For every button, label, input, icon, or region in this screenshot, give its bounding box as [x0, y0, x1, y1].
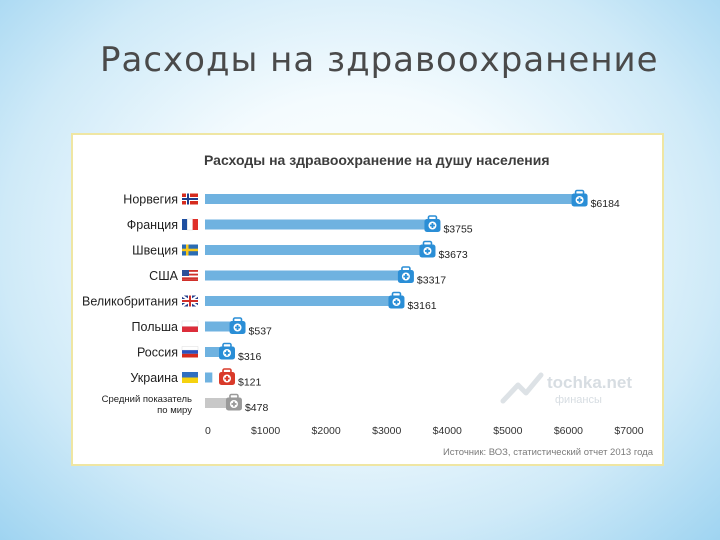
flag-russia-icon	[181, 346, 199, 358]
x-tick-label: 0	[205, 425, 211, 437]
value-label: $316	[238, 351, 262, 363]
bar-row: Великобритания $3161	[82, 291, 437, 312]
category-label: Польша	[132, 320, 178, 334]
x-tick-label: $5000	[493, 425, 522, 437]
value-label: $3673	[438, 249, 467, 261]
medical-kit-icon	[219, 342, 235, 360]
value-label: $3161	[407, 300, 436, 312]
x-tick-label: $2000	[312, 425, 341, 437]
bar	[205, 321, 238, 332]
chart-card: Расходы на здравоохранение на душу насел…	[71, 133, 664, 466]
x-tick-label: $3000	[372, 425, 401, 437]
bar	[205, 347, 225, 357]
value-label: $3317	[417, 275, 446, 287]
flag-sweden-icon	[182, 244, 198, 256]
value-label: $6184	[591, 198, 620, 210]
value-label: $478	[245, 402, 269, 414]
category-label: Швеция	[132, 244, 178, 258]
category-label: США	[149, 269, 178, 283]
flag-usa-icon	[182, 270, 198, 281]
category-label: по миру	[157, 405, 192, 416]
value-label: $3755	[443, 224, 472, 236]
bar-row: Франция $3755	[127, 215, 473, 236]
watermark-logo: tochka.net финансы	[500, 372, 632, 406]
category-label: Россия	[137, 346, 178, 360]
category-label: Франция	[127, 218, 178, 232]
x-tick-label: $4000	[433, 425, 462, 437]
watermark-name: tochka.net	[547, 373, 632, 392]
bar-row: Швеция $3673	[132, 240, 468, 261]
bar	[205, 372, 213, 383]
medical-kit-icon	[225, 393, 242, 411]
x-tick-label: $7000	[614, 425, 643, 437]
flag-uk-icon	[181, 294, 199, 308]
bar	[205, 270, 406, 281]
flag-france-icon	[182, 218, 198, 231]
medical-kit-icon	[397, 266, 414, 283]
flag-poland-icon	[181, 320, 199, 332]
category-label: Средний показатель	[102, 394, 192, 405]
x-tick-label: $6000	[554, 425, 583, 437]
flag-norway-icon	[182, 193, 198, 205]
bar	[205, 296, 397, 306]
medical-kit-icon	[424, 215, 441, 232]
slide-title: Расходы на здравоохранение	[100, 40, 659, 80]
bar-row: Украина $121	[130, 368, 262, 389]
bar	[205, 398, 234, 408]
bar-row: Норвегия $6184	[123, 189, 620, 210]
watermark-sub: финансы	[555, 394, 602, 406]
watermark-trend-icon	[500, 372, 544, 404]
flag-ukraine-icon	[182, 372, 198, 383]
bar	[205, 245, 428, 255]
bar-row: Россия $316	[137, 342, 262, 363]
bar-row: Польша $537	[132, 317, 273, 338]
value-label: $121	[238, 377, 262, 389]
medical-kit-icon	[388, 291, 405, 309]
medical-kit-icon	[419, 240, 436, 258]
value-label: $537	[249, 326, 273, 338]
chart-source: Источник: ВОЗ, статистический отчет 2013…	[443, 447, 654, 458]
health-spending-chart: Расходы на здравоохранение на душу насел…	[82, 152, 654, 458]
bar	[205, 194, 580, 204]
medical-kit-icon	[229, 317, 246, 334]
bar-row: США $3317	[149, 266, 446, 287]
bar	[205, 219, 433, 230]
chart-title: Расходы на здравоохранение на душу насел…	[204, 152, 550, 168]
medical-kit-icon	[219, 368, 235, 385]
category-label: Украина	[130, 371, 178, 385]
category-label: Норвегия	[123, 193, 178, 207]
medical-kit-icon	[571, 189, 588, 207]
x-tick-label: $1000	[251, 425, 280, 437]
category-label: Великобритания	[82, 295, 178, 309]
